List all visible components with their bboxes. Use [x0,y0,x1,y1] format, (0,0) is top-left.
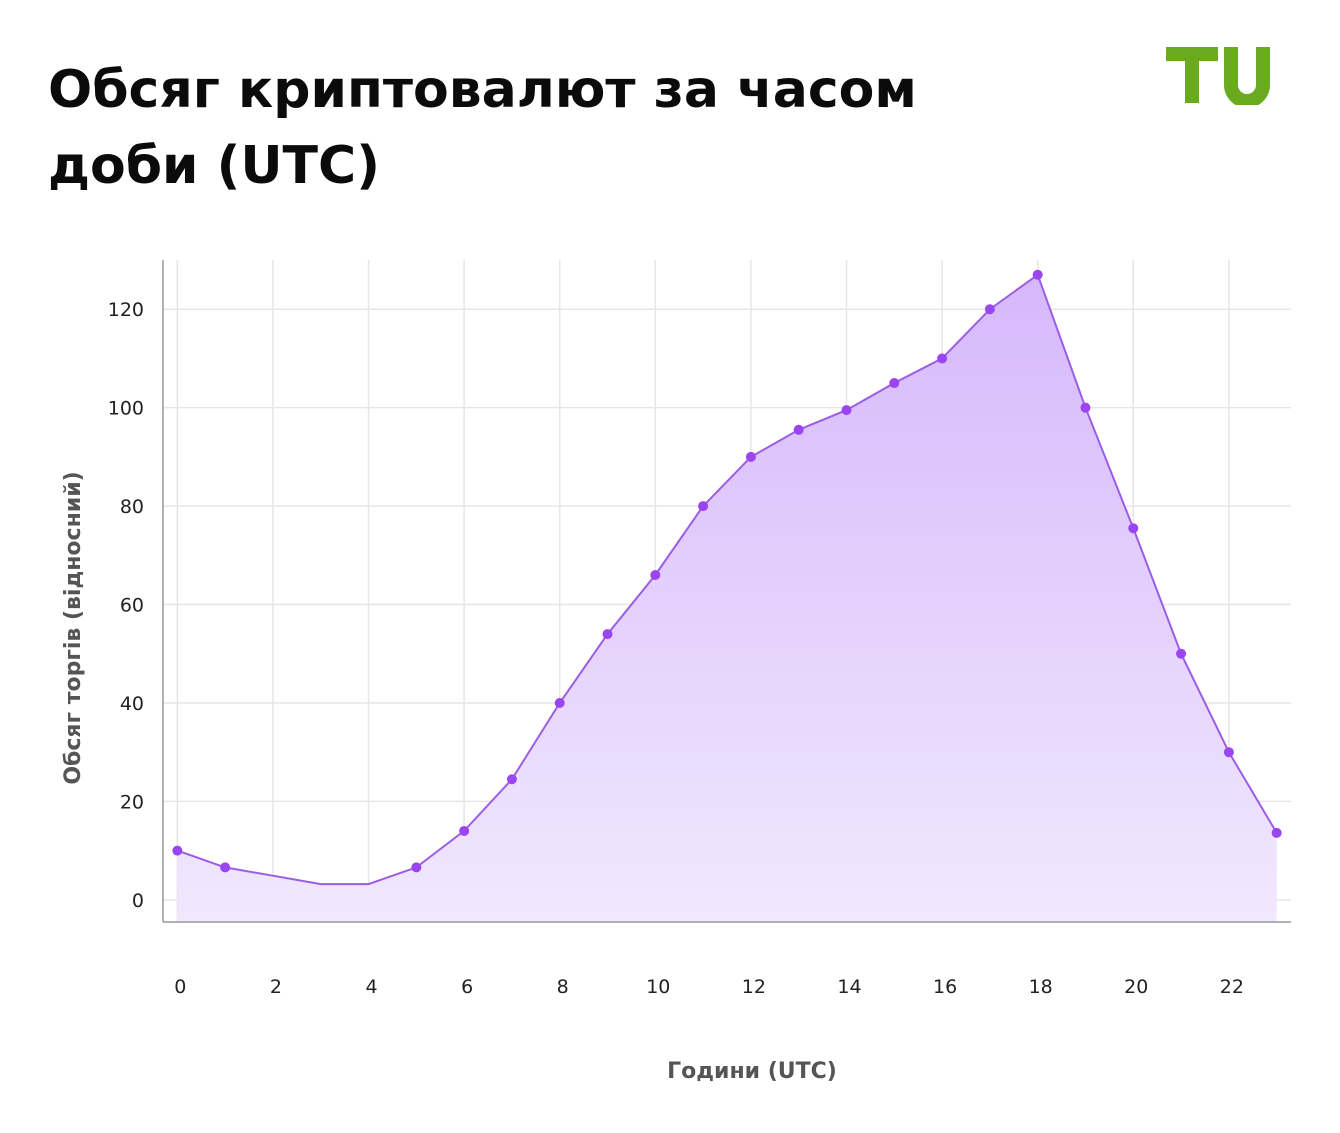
y-tick-label: 120 [108,299,144,321]
data-point [411,862,422,873]
data-point [889,378,900,389]
y-tick-label: 100 [108,398,144,420]
x-tick-label: 4 [365,976,377,998]
logo-t-stem [1185,47,1199,103]
data-point [1080,402,1091,413]
page-title: Обсяг криптовалют за часом доби (UTC) [48,60,917,196]
x-tick-label: 14 [837,976,861,998]
data-point [1223,747,1234,758]
x-tick-label: 8 [557,976,569,998]
tu-logo [1166,47,1270,105]
data-point [1176,648,1187,659]
data-markers [172,269,1282,873]
area-fill [177,274,1277,922]
x-tick-label: 12 [742,976,766,998]
x-tick-label: 18 [1029,976,1053,998]
x-tick-label: 22 [1220,976,1244,998]
data-point [602,629,613,640]
data-point [172,845,183,856]
data-point [793,424,804,435]
data-point [984,304,995,315]
x-tick-label: 16 [933,976,957,998]
y-tick-label: 80 [120,496,144,518]
data-point [698,501,709,512]
data-point [1271,827,1282,838]
logo-u [1224,47,1270,105]
data-point [650,570,661,581]
data-point [841,405,852,416]
y-tick-label: 20 [120,791,144,813]
x-tick-labels: 0 2 4 6 8 10 12 14 16 18 20 22 [174,976,1244,998]
x-tick-label: 0 [174,976,186,998]
x-tick-label: 2 [270,976,282,998]
data-point [459,825,470,836]
y-tick-label: 0 [132,890,144,912]
x-tick-label: 10 [646,976,670,998]
data-point [220,862,231,873]
x-tick-label: 20 [1124,976,1148,998]
x-tick-label: 6 [461,976,473,998]
data-point [1128,523,1139,534]
y-tick-labels: 0 20 40 60 80 100 120 [108,299,144,912]
y-axis-title: Обсяг торгів (відносний) [61,471,86,784]
y-tick-label: 60 [120,595,144,617]
y-tick-label: 40 [120,693,144,715]
x-axis-title: Години (UTC) [667,1059,837,1084]
data-point [745,451,756,462]
data-point [554,697,565,708]
series-line [176,273,1278,886]
data-point [506,774,517,785]
data-point [1032,269,1043,280]
axes [162,260,1291,923]
data-point [937,353,948,364]
